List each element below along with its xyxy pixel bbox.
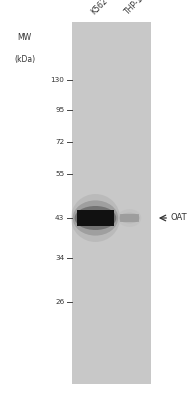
Text: 34: 34 <box>55 255 64 261</box>
Ellipse shape <box>71 194 120 242</box>
Bar <box>72 22 151 384</box>
Text: OAT: OAT <box>170 214 187 222</box>
Text: (kDa): (kDa) <box>14 55 35 64</box>
Text: 26: 26 <box>55 299 64 305</box>
Text: 95: 95 <box>55 107 64 113</box>
Ellipse shape <box>73 200 118 236</box>
Text: 72: 72 <box>55 139 64 145</box>
Text: THP-1: THP-1 <box>123 0 145 16</box>
Ellipse shape <box>119 213 140 223</box>
Text: K562: K562 <box>89 0 109 16</box>
Bar <box>77 210 114 226</box>
Text: MW: MW <box>18 33 32 42</box>
Text: 43: 43 <box>55 215 64 221</box>
Ellipse shape <box>118 209 141 227</box>
Text: 55: 55 <box>55 171 64 177</box>
Text: 130: 130 <box>50 77 64 83</box>
Ellipse shape <box>75 206 116 230</box>
Bar <box>120 214 139 222</box>
